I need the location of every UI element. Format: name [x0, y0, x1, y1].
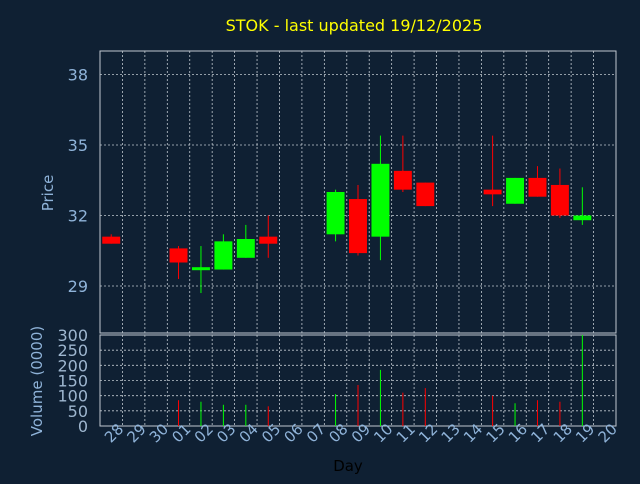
candle-body: [259, 236, 278, 244]
candle-body: [573, 215, 592, 221]
price-tick-label: 29: [68, 277, 88, 296]
price-plot-frame: [99, 50, 617, 334]
volume-tick-label: 250: [57, 341, 88, 360]
candle-body: [349, 199, 367, 254]
candle-body: [483, 189, 502, 195]
volume-axis-label: Volume (0000): [28, 326, 46, 436]
x-axis-label: Day: [333, 457, 363, 475]
price-tick-label: 35: [68, 136, 88, 155]
volume-tick-label: 150: [57, 372, 88, 391]
price-tick-label: 32: [68, 207, 88, 226]
candle-body: [169, 248, 188, 263]
candle-body: [191, 267, 210, 271]
candle-body: [528, 177, 547, 197]
volume-tick-label: 0: [78, 417, 88, 436]
volume-tick-label: 100: [57, 387, 88, 406]
candle-body: [416, 182, 435, 207]
candle-body: [102, 236, 121, 244]
price-axis-label: Price: [39, 175, 57, 212]
candle-body: [550, 184, 569, 216]
candle-body: [236, 239, 255, 258]
candle-body: [371, 163, 390, 237]
x-tick-label: 20: [595, 420, 621, 446]
candle-body: [393, 170, 412, 190]
chart-title: STOK - last updated 19/12/2025: [226, 16, 483, 35]
price-panel: 29 32 35 38 Price: [39, 50, 617, 334]
candle-body: [326, 192, 345, 235]
candle-body: [214, 241, 233, 270]
volume-tick-label: 300: [57, 326, 88, 345]
volume-tick-label: 50: [68, 402, 88, 421]
volume-tick-label: 200: [57, 356, 88, 375]
price-tick-label: 38: [68, 66, 88, 85]
candle-body: [506, 177, 525, 204]
